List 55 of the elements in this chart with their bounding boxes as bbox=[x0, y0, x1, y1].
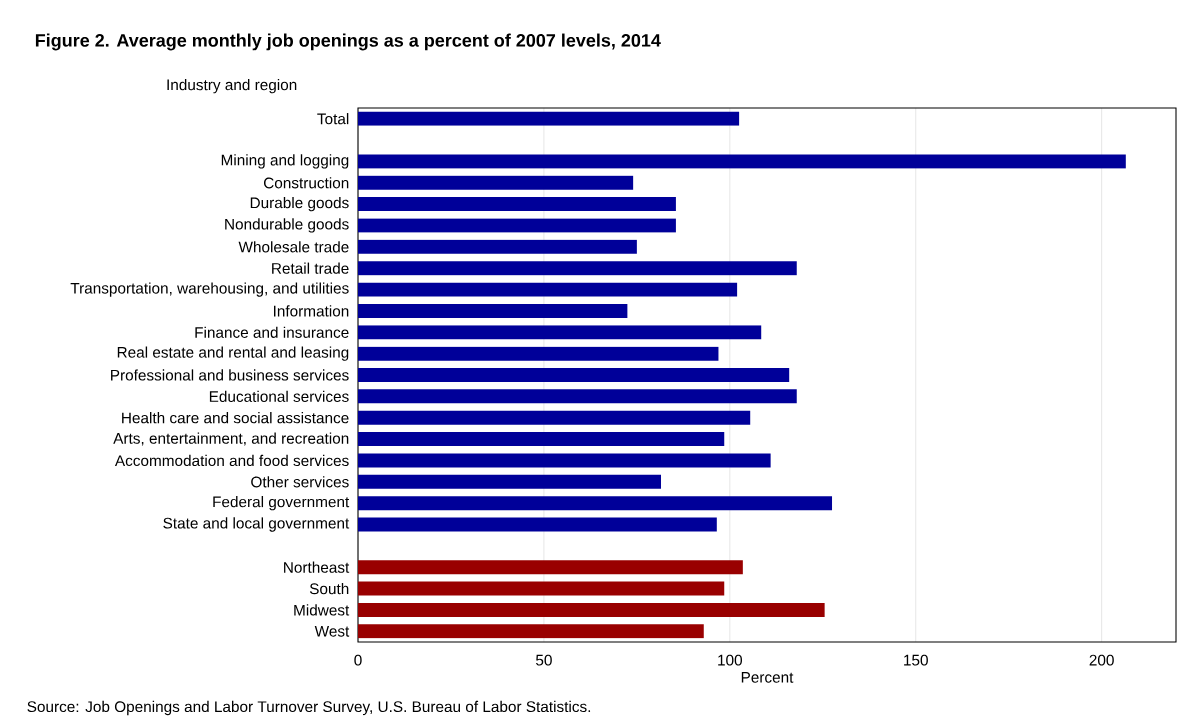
x-tick-label: 0 bbox=[354, 654, 362, 666]
y-tick-label: West bbox=[314, 625, 350, 637]
y-tick-label: South bbox=[309, 582, 349, 595]
y-tick-label: Arts, entertainment, and recreation bbox=[113, 432, 349, 446]
y-tick-label: Nondurable goods bbox=[225, 218, 349, 233]
bar bbox=[358, 624, 704, 639]
x-tick-label: 50 bbox=[535, 654, 552, 666]
bar bbox=[358, 367, 790, 382]
y-tick-label: Transportation, warehousing, and utilities bbox=[70, 282, 349, 297]
bar bbox=[358, 496, 833, 511]
x-axis-title: Percent bbox=[741, 672, 794, 683]
bar bbox=[358, 389, 797, 404]
y-tick-label: Finance and insurance bbox=[195, 326, 349, 338]
y-tick-label: Professional and business services bbox=[111, 369, 349, 381]
bar bbox=[358, 453, 771, 468]
y-tick-label: Other services bbox=[251, 476, 349, 488]
source-note: Source: Job Openings and Labor Turnover Survey, U.S. Bureau of Labor Statistics. bbox=[27, 700, 591, 716]
bar bbox=[358, 325, 762, 340]
y-tick-label: Northeast bbox=[284, 561, 350, 573]
y-tick-label: Midwest bbox=[294, 604, 350, 616]
x-tick-label: 150 bbox=[904, 654, 928, 666]
bar bbox=[358, 111, 740, 126]
bar bbox=[358, 474, 662, 489]
y-tick-label: Federal government bbox=[213, 496, 350, 511]
bar bbox=[358, 410, 751, 425]
bar bbox=[358, 218, 676, 233]
y-tick-label: Real estate and rental and leasing bbox=[117, 346, 349, 361]
bar bbox=[358, 517, 717, 532]
y-tick-label: Retail trade bbox=[272, 262, 349, 274]
bar bbox=[358, 581, 725, 596]
bar bbox=[358, 432, 725, 447]
y-tick-label: Durable goods bbox=[250, 196, 349, 212]
bar bbox=[358, 303, 628, 318]
x-tick-label: 200 bbox=[1089, 654, 1114, 666]
bar bbox=[358, 175, 634, 190]
x-tick-label: 100 bbox=[718, 654, 743, 666]
chart-title: Figure 2. Average monthly job openings as a percent of 2007 levels, 2014 bbox=[35, 33, 661, 51]
y-tick-label: State and local government bbox=[163, 517, 350, 532]
y-tick-label: Mining and logging bbox=[221, 154, 349, 169]
bar bbox=[358, 560, 743, 575]
y-tick-label: Educational services bbox=[209, 390, 349, 402]
bar bbox=[358, 346, 719, 361]
y-tick-label: Information bbox=[274, 305, 349, 317]
bar bbox=[358, 239, 637, 254]
bar bbox=[358, 261, 797, 276]
y-tick-label: Health care and social assistance bbox=[122, 412, 349, 424]
y-tick-label: Accommodation and food services bbox=[114, 454, 349, 467]
bar bbox=[358, 154, 1126, 169]
y-tick-label: Construction bbox=[263, 177, 349, 189]
bar bbox=[358, 602, 825, 617]
bar bbox=[358, 197, 676, 212]
y-tick-label: Wholesale trade bbox=[238, 241, 349, 253]
y-tick-label: Total bbox=[317, 113, 349, 125]
bar bbox=[358, 282, 738, 297]
y-axis-title: Industry and region bbox=[167, 79, 297, 94]
